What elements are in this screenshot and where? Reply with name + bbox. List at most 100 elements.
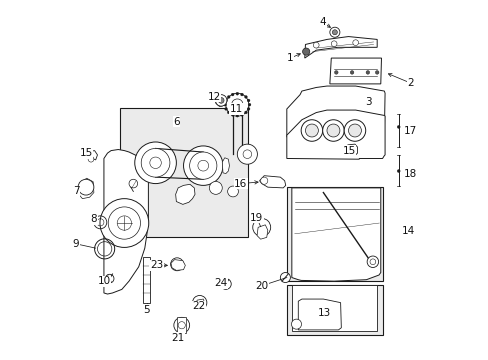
Circle shape [366,71,369,74]
Polygon shape [175,184,195,204]
Circle shape [329,27,339,37]
Circle shape [260,177,267,184]
Text: 15: 15 [342,145,355,156]
Circle shape [240,113,243,116]
Circle shape [326,124,339,137]
Text: 1: 1 [286,53,293,63]
Text: 23: 23 [150,260,163,270]
Circle shape [225,93,248,116]
Bar [120,108,247,237]
Circle shape [231,99,243,111]
Circle shape [215,95,226,106]
Circle shape [313,42,319,48]
Bar [177,317,186,333]
Circle shape [231,93,234,96]
Circle shape [332,30,337,35]
Text: 13: 13 [317,308,330,318]
Circle shape [149,157,161,168]
Circle shape [237,144,257,164]
Circle shape [244,95,247,98]
Text: 19: 19 [249,213,263,222]
Circle shape [246,99,249,102]
Text: 18: 18 [403,168,416,179]
Circle shape [348,124,361,137]
Circle shape [330,41,336,46]
Circle shape [141,148,169,177]
Bar [286,187,382,281]
Polygon shape [291,188,380,281]
Circle shape [291,319,301,329]
Circle shape [198,160,208,171]
Circle shape [224,99,227,102]
Circle shape [334,71,337,74]
Circle shape [183,146,223,185]
Circle shape [369,259,375,265]
Text: 17: 17 [403,126,416,135]
Polygon shape [86,150,97,160]
Circle shape [88,156,94,162]
Text: 6: 6 [173,117,179,127]
Polygon shape [259,176,285,188]
Circle shape [129,179,137,188]
Text: 11: 11 [229,104,243,114]
Polygon shape [346,144,357,156]
Circle shape [192,296,206,310]
Polygon shape [286,110,384,159]
Circle shape [117,216,131,230]
Polygon shape [195,299,205,310]
Polygon shape [222,158,229,174]
Polygon shape [171,260,185,270]
Bar [286,285,382,335]
Text: 22: 22 [192,301,205,311]
Circle shape [240,93,243,96]
Text: 4: 4 [319,17,325,27]
Text: 3: 3 [364,97,371,107]
Circle shape [235,114,238,117]
Circle shape [100,199,148,247]
Circle shape [280,273,290,283]
Text: 10: 10 [97,276,110,286]
Text: 21: 21 [171,333,184,343]
Circle shape [396,170,399,172]
Text: 14: 14 [401,226,414,236]
Text: 15: 15 [79,148,92,158]
Polygon shape [104,149,148,294]
Circle shape [170,258,183,271]
Circle shape [189,152,217,179]
Circle shape [224,107,227,110]
Circle shape [396,126,399,129]
Polygon shape [215,98,223,107]
Circle shape [301,120,322,141]
Polygon shape [298,299,341,330]
Circle shape [227,111,230,114]
Polygon shape [79,178,94,199]
Text: 2: 2 [407,78,413,88]
Circle shape [305,124,318,137]
Text: 20: 20 [255,281,268,291]
Circle shape [105,274,114,283]
Text: 8: 8 [90,215,97,224]
Circle shape [223,103,226,106]
Circle shape [174,318,189,333]
Polygon shape [257,225,267,239]
Polygon shape [329,58,381,84]
Bar [143,257,149,303]
Circle shape [349,71,353,74]
Circle shape [246,107,249,110]
Text: 7: 7 [73,186,79,197]
Circle shape [227,95,230,98]
Circle shape [244,111,247,114]
Circle shape [366,256,378,267]
Text: 9: 9 [73,239,79,249]
Circle shape [178,321,185,329]
Text: 24: 24 [214,278,227,288]
Circle shape [135,142,176,184]
Circle shape [209,181,222,194]
Circle shape [220,279,231,289]
Circle shape [231,113,234,116]
Circle shape [247,103,250,106]
Circle shape [348,147,354,152]
Circle shape [78,179,94,195]
Circle shape [322,120,344,141]
Polygon shape [286,86,384,137]
